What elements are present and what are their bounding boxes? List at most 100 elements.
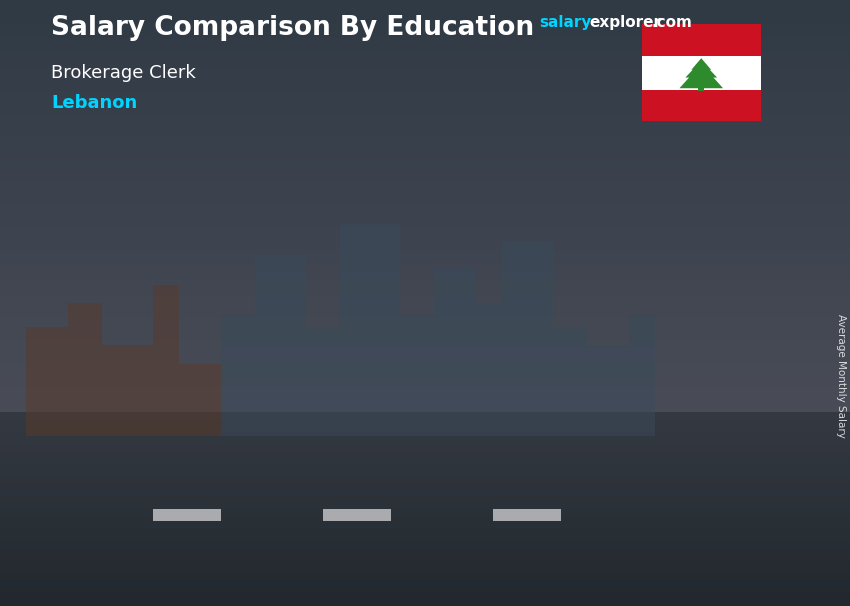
- Bar: [0, 599, 850, 606]
- Bar: [672, 425, 686, 427]
- Bar: [235, 463, 250, 464]
- Bar: [581, 510, 672, 513]
- Bar: [144, 481, 235, 482]
- Bar: [144, 482, 235, 483]
- Bar: [0, 311, 850, 318]
- Bar: [348, 464, 362, 466]
- Bar: [348, 481, 362, 482]
- Bar: [586, 345, 629, 436]
- Text: Average Monthly Salary: Average Monthly Salary: [836, 314, 846, 438]
- Bar: [454, 466, 468, 467]
- Bar: [235, 400, 250, 401]
- Bar: [672, 496, 686, 498]
- Bar: [144, 476, 235, 478]
- Bar: [348, 502, 362, 504]
- Bar: [130, 496, 145, 498]
- Bar: [362, 382, 454, 384]
- Bar: [454, 446, 468, 448]
- Bar: [0, 394, 850, 401]
- Bar: [0, 136, 850, 144]
- Bar: [362, 433, 454, 435]
- Bar: [454, 499, 468, 501]
- Bar: [130, 410, 145, 411]
- Bar: [362, 370, 454, 372]
- Bar: [348, 398, 362, 400]
- Bar: [348, 380, 362, 382]
- Bar: [362, 347, 454, 349]
- Bar: [130, 507, 145, 508]
- Bar: [581, 389, 672, 392]
- Bar: [581, 465, 672, 468]
- Bar: [348, 531, 362, 533]
- Bar: [566, 286, 581, 288]
- Bar: [144, 500, 235, 501]
- Bar: [348, 395, 362, 397]
- Bar: [0, 500, 850, 508]
- Bar: [672, 493, 686, 496]
- Bar: [566, 258, 581, 261]
- Bar: [454, 384, 468, 385]
- Bar: [348, 517, 362, 519]
- Bar: [144, 531, 235, 532]
- Bar: [581, 235, 672, 238]
- Bar: [362, 410, 454, 411]
- Bar: [348, 525, 362, 527]
- Bar: [362, 479, 454, 481]
- Bar: [362, 362, 454, 364]
- Bar: [581, 293, 672, 296]
- Bar: [454, 374, 468, 375]
- Bar: [672, 531, 686, 533]
- Bar: [130, 474, 145, 475]
- Bar: [144, 479, 235, 481]
- Bar: [348, 377, 362, 379]
- Bar: [130, 532, 145, 533]
- Bar: [566, 395, 581, 397]
- Bar: [672, 397, 686, 399]
- Bar: [672, 427, 686, 430]
- Bar: [454, 421, 468, 423]
- Bar: [581, 367, 672, 369]
- Bar: [454, 530, 468, 531]
- Bar: [144, 443, 235, 444]
- Bar: [0, 189, 850, 197]
- Bar: [454, 489, 468, 490]
- Bar: [68, 303, 102, 436]
- Bar: [581, 508, 672, 510]
- Bar: [454, 393, 468, 395]
- Bar: [581, 407, 672, 410]
- Bar: [348, 522, 362, 524]
- Bar: [130, 428, 145, 429]
- Bar: [581, 450, 672, 453]
- Bar: [362, 512, 454, 513]
- Bar: [235, 491, 250, 492]
- Bar: [348, 413, 362, 415]
- Bar: [348, 507, 362, 508]
- Bar: [672, 235, 686, 238]
- Bar: [566, 321, 581, 324]
- Bar: [144, 410, 235, 411]
- Bar: [235, 515, 250, 516]
- Bar: [672, 278, 686, 281]
- Bar: [566, 384, 581, 387]
- Bar: [235, 404, 250, 405]
- Bar: [454, 471, 468, 473]
- Bar: [581, 447, 672, 450]
- Bar: [362, 458, 454, 459]
- Bar: [130, 411, 145, 413]
- Bar: [581, 521, 672, 523]
- Bar: [0, 485, 850, 492]
- Bar: [130, 433, 145, 434]
- Bar: [581, 531, 672, 533]
- Bar: [235, 454, 250, 455]
- Bar: [0, 522, 850, 528]
- Bar: [130, 443, 145, 444]
- Bar: [130, 434, 145, 435]
- Bar: [362, 469, 454, 471]
- Bar: [130, 495, 145, 496]
- Bar: [581, 501, 672, 503]
- Bar: [348, 418, 362, 420]
- Bar: [581, 268, 672, 271]
- Bar: [348, 496, 362, 497]
- Bar: [144, 513, 235, 514]
- Polygon shape: [685, 61, 717, 78]
